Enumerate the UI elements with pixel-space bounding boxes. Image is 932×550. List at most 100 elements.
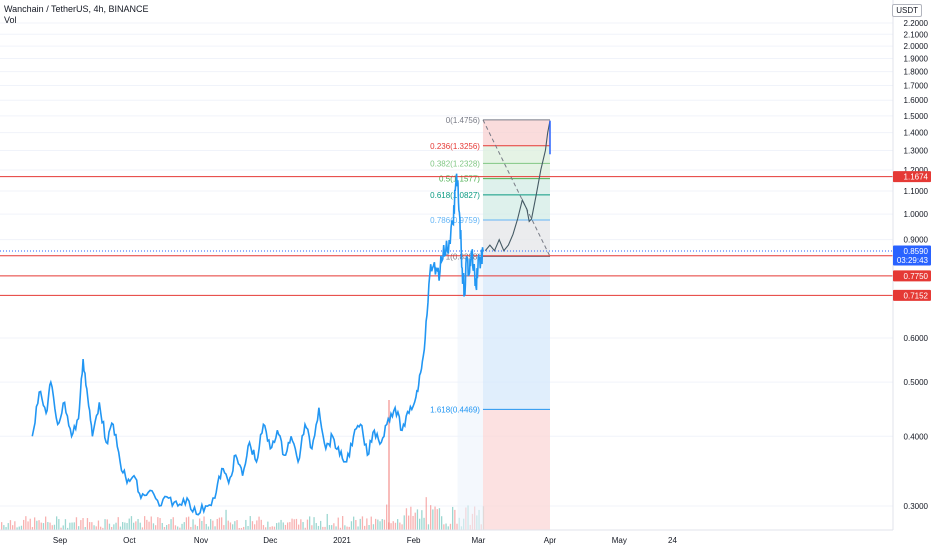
volume-bar [38,520,40,530]
volume-bar [53,524,56,530]
volume-bar [256,520,258,530]
volume-label: Vol [4,15,17,25]
volume-bar [267,521,269,530]
volume-bar [326,513,328,530]
volume-bar [12,525,14,530]
horizontal-levels [0,176,893,296]
volume-bar [119,526,122,530]
volume-bar [168,524,170,530]
price-tick-label: 1.2000 [904,166,929,175]
volume-bar [212,520,214,530]
volume-bar [221,517,223,530]
volume-bar [42,523,45,530]
volume-bar [49,522,51,530]
volume-bar [276,523,278,530]
volume-bar [322,526,324,530]
volume-bar [122,522,124,530]
volume-bar [82,518,84,530]
fib-zone [482,194,550,221]
volume-bar [245,519,247,530]
price-tick-label: 1.3000 [904,147,929,156]
price-tick-label: 2.0000 [904,42,929,51]
price-tick-label: 1.7000 [904,82,929,91]
price-tick-label: 1.6000 [904,96,929,105]
volume-bar [295,518,298,530]
volume-bar [128,518,130,530]
price-tick-label: 0.4000 [904,432,929,441]
volume-bar [357,526,359,530]
volume-bar [183,522,185,530]
volume-bar [157,517,159,530]
volume-bar [405,508,408,530]
fib-level-label: 1.618(0.4469) [430,405,480,414]
volume-bar [71,522,73,530]
volume-bar [203,516,205,530]
chart-grid [0,22,893,507]
volume-bar [311,525,313,530]
volume-bar [346,526,348,530]
fib-zone [482,256,550,410]
volume-bar [196,526,199,530]
volume-bar [111,527,113,530]
volume-bar [146,519,148,530]
volume-bar [289,522,291,530]
volume-bar [348,526,350,530]
volume-bar [392,521,394,530]
price-tick-label: 0.9000 [904,236,929,245]
volume-bar [223,525,225,530]
volume-bar [214,526,216,530]
time-tick-label: May [612,536,627,545]
volume-bar [271,526,273,530]
volume-bar [447,526,449,530]
volume-bar [225,509,227,530]
volume-bar [386,504,388,530]
volume-bar [317,525,320,530]
volume-bar [34,517,36,530]
volume-bar [227,520,229,530]
time-tick-label: Oct [123,536,136,545]
volume-bar [368,525,370,530]
volume-bar [320,520,322,530]
volume-bar [23,519,25,530]
volume-bar [258,516,260,530]
volume-bar [359,518,361,530]
volume-bar [234,521,236,530]
last-price-tag: 0.8590 [904,247,929,256]
last-price-tag-bg [893,245,931,266]
volume-bar [273,526,276,530]
volume-bar [287,522,289,530]
volume-bar [333,523,335,530]
volume-bar [69,522,71,530]
volume-bar [106,519,108,530]
volume-bar [337,517,339,530]
price-series [31,120,551,516]
volume-bar [309,516,311,530]
volume-bar [370,516,372,530]
time-axis: Sep Oct Nov Dec 2021 Feb Mar Apr May 24 [0,529,893,545]
volume-bar [240,527,243,530]
volume-bar [139,522,141,530]
volume-bar [51,525,53,530]
volume-bar [254,524,256,530]
volume-bar [144,516,146,530]
currency-button[interactable]: USDT [892,4,922,17]
price-tick-label: 1.0000 [904,210,929,219]
volume-bar [390,523,392,530]
volume-bar [449,523,452,530]
volume-bar [445,523,447,530]
volume-bar [108,523,111,530]
volume-bar [137,518,139,530]
volume-bar [236,520,238,530]
volume-bar [293,519,295,530]
volume-bar [163,526,166,530]
volume-bar [412,515,414,530]
volume-bar [117,517,119,530]
volume-bar [159,518,161,530]
volume-bar [304,527,306,530]
volume-bar [302,522,304,530]
volume-bar [80,520,82,530]
volume-bar [425,497,427,530]
volume-bar [113,524,115,530]
price-tick-label: 0.6000 [904,334,929,343]
